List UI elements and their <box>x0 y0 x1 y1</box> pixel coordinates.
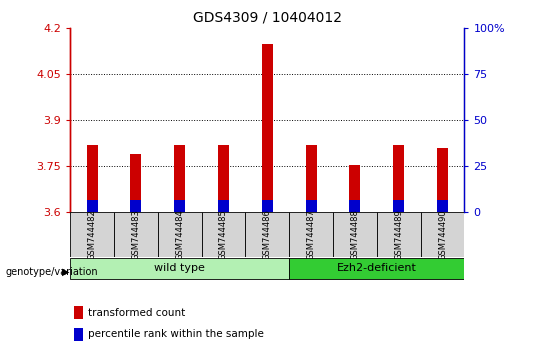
Bar <box>377 212 421 257</box>
Bar <box>245 212 289 257</box>
Text: GSM744485: GSM744485 <box>219 209 228 260</box>
Bar <box>262 44 273 212</box>
Bar <box>218 145 229 212</box>
Bar <box>70 258 289 279</box>
Bar <box>174 145 185 212</box>
Bar <box>131 200 141 212</box>
Bar <box>74 328 83 341</box>
Bar <box>437 148 448 212</box>
Bar <box>114 212 158 257</box>
Text: GSM744490: GSM744490 <box>438 209 447 260</box>
Bar <box>349 200 360 212</box>
Bar <box>201 212 245 257</box>
Text: wild type: wild type <box>154 263 205 273</box>
Text: GSM744482: GSM744482 <box>87 209 97 260</box>
Bar <box>131 154 141 212</box>
Bar <box>74 307 83 319</box>
Bar <box>289 212 333 257</box>
Bar <box>349 165 360 212</box>
Bar <box>306 200 316 212</box>
Bar <box>421 212 464 257</box>
Bar <box>289 258 464 279</box>
Text: GSM744484: GSM744484 <box>175 209 184 260</box>
Text: percentile rank within the sample: percentile rank within the sample <box>88 330 264 339</box>
Bar <box>306 145 316 212</box>
Bar <box>393 200 404 212</box>
Bar <box>158 212 201 257</box>
Text: ▶: ▶ <box>62 267 70 277</box>
Bar <box>437 200 448 212</box>
Text: GSM744486: GSM744486 <box>263 209 272 260</box>
Bar <box>86 145 98 212</box>
Text: GSM744487: GSM744487 <box>307 209 315 260</box>
Bar <box>86 200 98 212</box>
Bar <box>174 200 185 212</box>
Text: Ezh2-deficient: Ezh2-deficient <box>337 263 417 273</box>
Bar <box>218 200 229 212</box>
Bar <box>70 212 114 257</box>
Bar <box>393 145 404 212</box>
Title: GDS4309 / 10404012: GDS4309 / 10404012 <box>193 10 342 24</box>
Text: GSM744489: GSM744489 <box>394 209 403 260</box>
Text: GSM744488: GSM744488 <box>350 209 360 260</box>
Text: transformed count: transformed count <box>88 308 185 318</box>
Bar <box>333 212 377 257</box>
Bar <box>262 200 273 212</box>
Text: GSM744483: GSM744483 <box>131 209 140 260</box>
Text: genotype/variation: genotype/variation <box>5 267 98 277</box>
